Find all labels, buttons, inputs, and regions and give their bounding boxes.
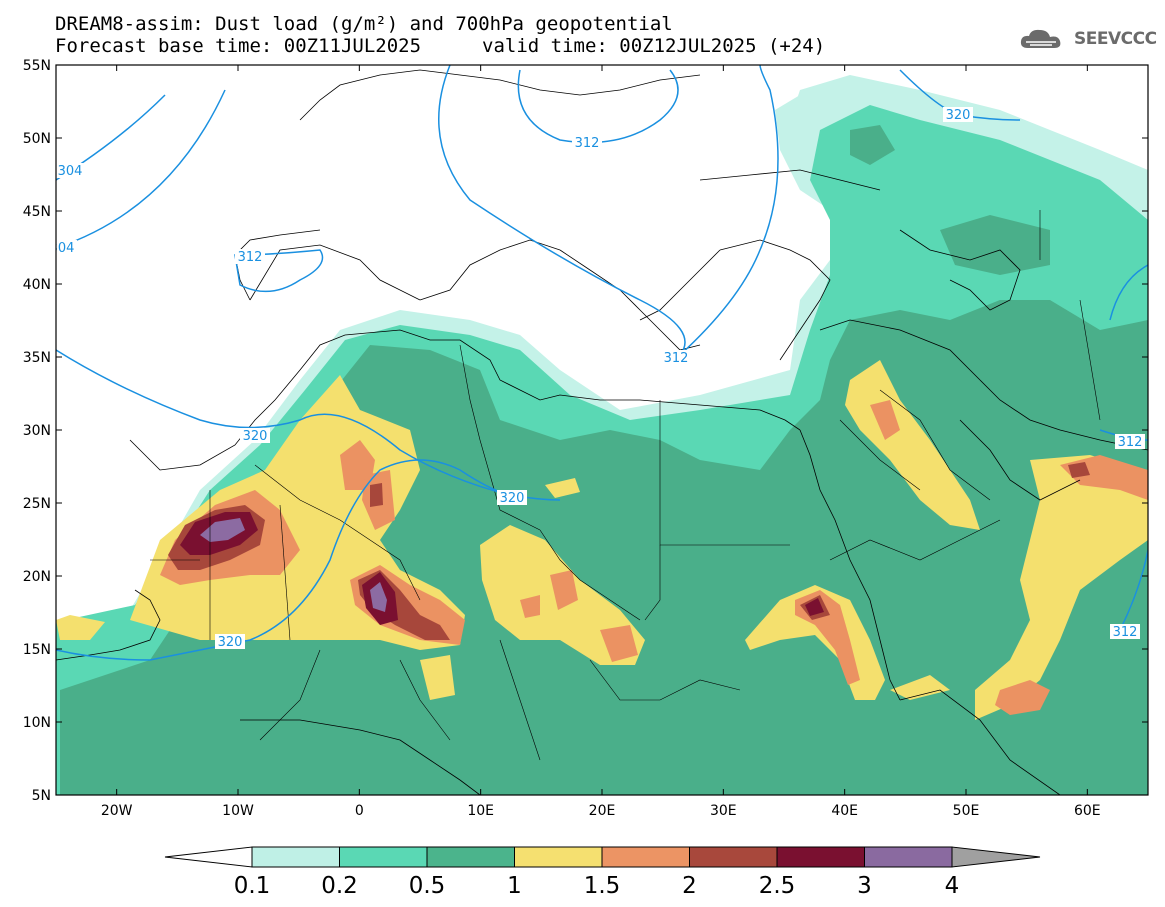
contour-label: 320 [500, 491, 525, 506]
contour-312-iberia [234, 249, 324, 293]
valid-time: valid time: 00Z12JUL2025 (+24) [482, 35, 826, 57]
lat-label: 20N [23, 569, 51, 585]
contour-label-bg [235, 249, 265, 264]
lon-label: 40E [831, 803, 858, 819]
contour-label-bg [497, 490, 527, 505]
country-borders [150, 210, 1101, 761]
contour-312-ne [1109, 264, 1148, 321]
contour-312-indian [1119, 549, 1148, 631]
contour-label: 312 [575, 136, 600, 151]
colorbar-right-arrow [951, 846, 1041, 868]
colorbar-label: 4 [945, 873, 960, 899]
lon-axis: 20W 10W 0 10E 20E 30E 40E 50E 60E [101, 65, 1101, 819]
lon-label: 0 [355, 803, 364, 819]
dust-level-3 [200, 518, 387, 612]
contour-label: 320 [218, 635, 243, 650]
colorbar-swatch [776, 846, 865, 868]
colorbar-swatch [689, 846, 778, 868]
lat-label: 10N [23, 715, 51, 731]
contour-label: 320 [946, 108, 971, 123]
contour-label-bg [56, 163, 85, 178]
contour-label: 304 [50, 241, 75, 256]
contour-label-bg [56, 240, 77, 255]
lon-label: 20W [101, 803, 133, 819]
lon-label: 20E [589, 803, 616, 819]
contour-label: 312 [238, 250, 263, 265]
colorbar-swatch [426, 846, 515, 868]
contour-label: 312 [664, 351, 689, 366]
colorbar-label: 3 [857, 873, 872, 899]
contour-label: 312 [1113, 625, 1138, 640]
contour-label-bg [572, 135, 602, 150]
contour-labels: 304 304 312 312 312 320 320 320 320 312 312 [50, 107, 1145, 650]
colorbar-swatch [601, 846, 690, 868]
contour-label-bg [215, 634, 245, 649]
contour-label-bg [661, 350, 691, 365]
lat-label: 5N [32, 788, 51, 804]
colorbar-label: 2 [682, 873, 697, 899]
colorbar-swatch [514, 846, 603, 868]
forecast-base-time: Forecast base time: 00Z11JUL2025 [55, 35, 422, 57]
contour-label-bg [1110, 624, 1140, 639]
map-title: DREAM8-assim: Dust load (g/m²) and 700hP… [55, 13, 673, 35]
logo-text: SEEVCCC [1074, 29, 1157, 49]
contour-label-bg [943, 107, 973, 122]
colorbar-labels: 0.1 0.2 0.5 1 1.5 2 2.5 3 4 [234, 873, 960, 899]
lat-label: 40N [23, 277, 51, 293]
contour-label-bg [240, 428, 270, 443]
cloud-icon [1020, 29, 1061, 48]
contour-312-europe [438, 65, 779, 356]
colorbar: 0.1 0.2 0.5 1 1.5 2 2.5 3 4 [164, 846, 1041, 899]
lon-label: 10E [467, 803, 494, 819]
lat-axis: 55N 50N 45N 40N 35N 30N 25N 20N 15N 10N 5N [23, 58, 1148, 804]
contour-320-sahel [56, 459, 511, 661]
colorbar-label: 1.5 [584, 873, 621, 899]
lat-label: 25N [23, 496, 51, 512]
contour-312-west [56, 89, 226, 249]
map-area: 304 304 312 312 312 320 320 320 320 312 312 [50, 65, 1148, 795]
colorbar-label: 0.2 [321, 873, 358, 899]
seevccc-logo: SEEVCCC [1018, 26, 1157, 52]
colorbar-label: 1 [507, 873, 522, 899]
colorbar-left-arrow [164, 846, 253, 868]
lon-label: 50E [953, 803, 980, 819]
colorbar-swatch [864, 846, 953, 868]
colorbar-swatches [251, 846, 953, 868]
colorbar-label: 0.1 [234, 873, 271, 899]
contour-label-bg [1115, 434, 1145, 449]
lat-label: 50N [23, 131, 51, 147]
lat-label: 15N [23, 642, 51, 658]
lat-label: 55N [23, 58, 51, 74]
lat-label: 30N [23, 423, 51, 439]
lon-label: 10W [222, 803, 254, 819]
contour-label: 304 [58, 164, 83, 179]
contour-304-europe [517, 69, 679, 144]
colorbar-label: 0.5 [409, 873, 446, 899]
lon-label: 30E [710, 803, 737, 819]
contour-label: 320 [243, 429, 268, 444]
colorbar-swatch [251, 846, 340, 868]
contour-label: 312 [1118, 435, 1143, 450]
colorbar-swatch [339, 846, 428, 868]
colorbar-label: 2.5 [759, 873, 796, 899]
lat-label: 35N [23, 350, 51, 366]
lon-label: 60E [1074, 803, 1101, 819]
lat-label: 45N [23, 204, 51, 220]
